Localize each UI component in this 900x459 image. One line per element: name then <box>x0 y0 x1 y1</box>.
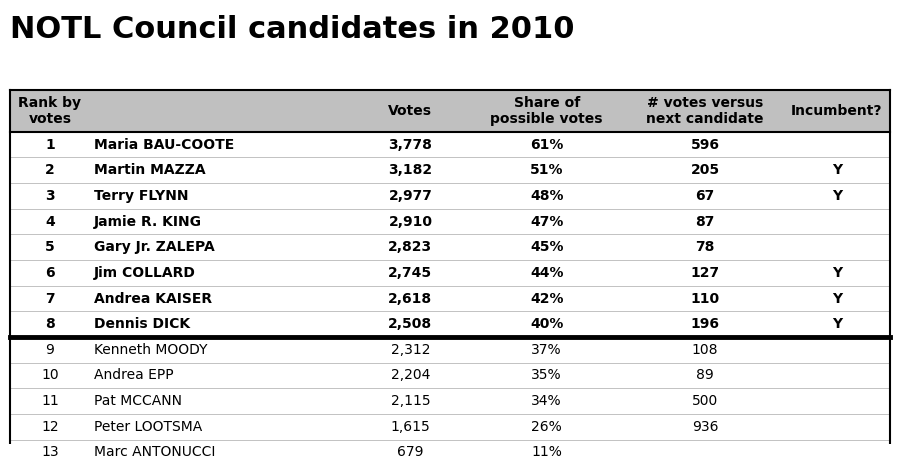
Text: Kenneth MOODY: Kenneth MOODY <box>94 343 208 357</box>
Bar <box>11 440 889 459</box>
Text: 61%: 61% <box>530 138 563 151</box>
Text: NOTL Council candidates in 2010: NOTL Council candidates in 2010 <box>11 15 575 44</box>
Text: 108: 108 <box>692 343 718 357</box>
Text: Share of
possible votes: Share of possible votes <box>491 96 603 126</box>
Text: Maria BAU-COOTE: Maria BAU-COOTE <box>94 138 234 151</box>
Text: Y: Y <box>832 189 842 203</box>
Text: 679: 679 <box>397 445 424 459</box>
Text: Marc ANTONUCCI: Marc ANTONUCCI <box>94 445 215 459</box>
Text: 2,910: 2,910 <box>389 214 432 229</box>
Text: 2,618: 2,618 <box>389 291 433 306</box>
Text: 45%: 45% <box>530 240 563 254</box>
Bar <box>11 260 889 285</box>
Text: 2,977: 2,977 <box>389 189 432 203</box>
Text: 34%: 34% <box>531 394 562 408</box>
Text: 3,182: 3,182 <box>389 163 433 177</box>
Text: Incumbent?: Incumbent? <box>791 104 883 118</box>
Text: 2,508: 2,508 <box>389 317 433 331</box>
Text: 500: 500 <box>692 394 718 408</box>
Text: 44%: 44% <box>530 266 563 280</box>
Text: 596: 596 <box>690 138 719 151</box>
Text: 11%: 11% <box>531 445 562 459</box>
Text: 78: 78 <box>696 240 715 254</box>
Text: Jim COLLARD: Jim COLLARD <box>94 266 196 280</box>
Text: Jamie R. KING: Jamie R. KING <box>94 214 202 229</box>
Text: 51%: 51% <box>530 163 563 177</box>
Text: 1,615: 1,615 <box>391 420 430 434</box>
Text: 3: 3 <box>45 189 55 203</box>
Text: 2: 2 <box>45 163 55 177</box>
Text: Gary Jr. ZALEPA: Gary Jr. ZALEPA <box>94 240 215 254</box>
Text: 127: 127 <box>690 266 720 280</box>
Text: 89: 89 <box>696 369 714 382</box>
Text: 3,778: 3,778 <box>389 138 432 151</box>
Text: Y: Y <box>832 291 842 306</box>
Text: 2,745: 2,745 <box>389 266 433 280</box>
Text: 5: 5 <box>45 240 55 254</box>
Text: 87: 87 <box>696 214 715 229</box>
Text: 7: 7 <box>45 291 55 306</box>
Text: 11: 11 <box>41 394 58 408</box>
Text: 48%: 48% <box>530 189 563 203</box>
Text: 936: 936 <box>692 420 718 434</box>
Text: 2,312: 2,312 <box>391 343 430 357</box>
Text: Y: Y <box>832 317 842 331</box>
Text: Martin MAZZA: Martin MAZZA <box>94 163 205 177</box>
Text: Y: Y <box>832 163 842 177</box>
Text: Terry FLYNN: Terry FLYNN <box>94 189 188 203</box>
Text: 6: 6 <box>45 266 55 280</box>
Text: 12: 12 <box>41 420 58 434</box>
Bar <box>11 209 889 235</box>
Text: 9: 9 <box>46 343 54 357</box>
Text: Andrea EPP: Andrea EPP <box>94 369 174 382</box>
Text: 1: 1 <box>45 138 55 151</box>
Bar <box>11 337 889 363</box>
Text: Andrea KAISER: Andrea KAISER <box>94 291 212 306</box>
Text: 10: 10 <box>41 369 58 382</box>
Bar <box>11 183 889 209</box>
Text: 4: 4 <box>45 214 55 229</box>
Text: 13: 13 <box>41 445 58 459</box>
Text: 196: 196 <box>690 317 719 331</box>
Bar <box>11 132 889 157</box>
Text: 2,115: 2,115 <box>391 394 430 408</box>
Text: 110: 110 <box>690 291 720 306</box>
Text: # votes versus
next candidate: # votes versus next candidate <box>646 96 764 126</box>
Bar <box>11 414 889 440</box>
Bar <box>11 363 889 388</box>
Text: Dennis DICK: Dennis DICK <box>94 317 190 331</box>
Text: 8: 8 <box>45 317 55 331</box>
Text: Y: Y <box>832 266 842 280</box>
Text: 26%: 26% <box>531 420 562 434</box>
Text: 47%: 47% <box>530 214 563 229</box>
Text: Pat MCCANN: Pat MCCANN <box>94 394 182 408</box>
Text: Votes: Votes <box>389 104 432 118</box>
Text: 42%: 42% <box>530 291 563 306</box>
Text: Peter LOOTSMA: Peter LOOTSMA <box>94 420 202 434</box>
Text: 205: 205 <box>690 163 720 177</box>
Text: 35%: 35% <box>531 369 562 382</box>
Bar <box>11 90 889 132</box>
Text: 2,204: 2,204 <box>391 369 430 382</box>
Text: 37%: 37% <box>531 343 562 357</box>
Bar <box>11 311 889 337</box>
Bar <box>11 235 889 260</box>
Text: 40%: 40% <box>530 317 563 331</box>
Bar <box>11 388 889 414</box>
Bar <box>11 285 889 311</box>
Text: 2,823: 2,823 <box>389 240 433 254</box>
Bar <box>11 157 889 183</box>
Text: 67: 67 <box>696 189 715 203</box>
Text: Rank by
votes: Rank by votes <box>18 96 81 126</box>
